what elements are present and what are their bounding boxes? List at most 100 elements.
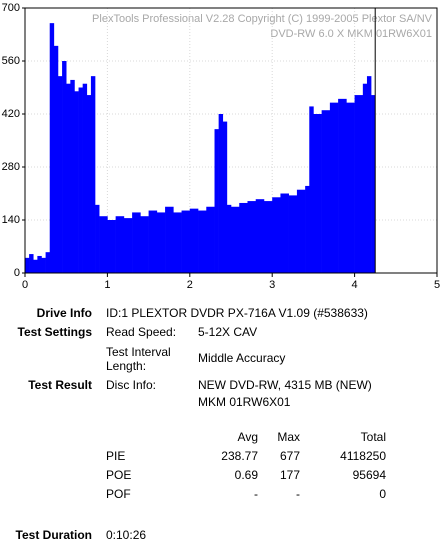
bar: [280, 193, 289, 273]
bar: [354, 95, 364, 273]
value: 0:10:26: [106, 528, 147, 542]
bar: [82, 83, 88, 273]
x-tick-label: 3: [269, 279, 275, 291]
value: NEW DVD-RW, 4315 MB (NEW): [198, 378, 372, 392]
watermark: PlexTools Professional V2.28 Copyright (…: [92, 13, 433, 25]
stat-value: 177: [279, 468, 300, 482]
bar: [371, 95, 376, 273]
bar: [156, 212, 166, 273]
bar: [272, 197, 281, 273]
key: Read Speed:: [106, 325, 177, 339]
y-tick-label: 0: [14, 267, 20, 279]
col-header: Avg: [237, 430, 258, 444]
value: ID:1 PLEXTOR DVDR PX-716A V1.09 (#538633…: [106, 306, 368, 320]
plot-border: [24, 7, 438, 274]
bar: [222, 121, 228, 273]
bar: [107, 220, 116, 273]
x-tick-label: 4: [352, 279, 358, 291]
bar: [198, 210, 207, 273]
bar: [288, 195, 298, 273]
bar: [366, 76, 372, 274]
stat-name: POF: [106, 487, 131, 501]
bar: [296, 189, 306, 273]
bar: [33, 259, 38, 273]
label: Test Duration: [15, 528, 92, 542]
col-header: Total: [360, 430, 386, 444]
key: Test Interval Length:: [106, 345, 171, 373]
stat-value: 238.77: [221, 449, 258, 463]
bar: [86, 95, 92, 273]
bar: [247, 201, 257, 273]
bar: [115, 216, 125, 273]
bar: [53, 45, 59, 273]
bar: [346, 102, 355, 274]
label: Drive Info: [36, 306, 92, 320]
y-tick-label: 700: [2, 2, 20, 14]
y-tick-label: 140: [2, 214, 20, 226]
bar: [41, 257, 46, 273]
bar: [74, 91, 79, 274]
stat-value: 0.69: [234, 468, 258, 482]
col-header: Max: [277, 430, 300, 444]
bar: [148, 210, 158, 273]
bar: [165, 206, 174, 273]
bar: [25, 257, 30, 273]
value: MKM 01RW6X01: [198, 395, 291, 409]
bar: [218, 114, 224, 273]
bar: [37, 255, 42, 273]
bar: [255, 199, 265, 273]
bar: [95, 204, 100, 273]
bar: [99, 216, 108, 273]
stat-value: -: [254, 487, 258, 501]
bar: [66, 83, 71, 273]
key: Disc Info:: [106, 378, 157, 392]
bar: [123, 218, 133, 273]
bar: [239, 202, 248, 273]
bar: [329, 102, 339, 274]
bar: [132, 212, 141, 273]
bar: [313, 114, 322, 273]
bar: [231, 206, 240, 273]
bar: [226, 204, 232, 273]
label: Test Result: [28, 378, 92, 392]
x-tick-label: 2: [187, 279, 193, 291]
value: 5-12X CAV: [198, 325, 258, 339]
x-tick-label: 5: [434, 279, 440, 291]
bar: [338, 98, 347, 273]
label: Test Settings: [17, 325, 92, 339]
bar: [90, 76, 96, 274]
bar: [309, 106, 314, 273]
bar: [45, 252, 51, 273]
bar: [140, 216, 149, 273]
bar: [263, 201, 273, 273]
bar: [57, 76, 63, 274]
bar: [78, 87, 83, 273]
bar: [181, 210, 191, 273]
stat-value: -: [296, 487, 300, 501]
bar: [49, 23, 55, 274]
stat-value: 95694: [352, 468, 386, 482]
bar: [29, 254, 34, 273]
bar: [362, 83, 368, 273]
stat-name: PIE: [106, 449, 126, 463]
watermark: DVD-RW 6.0 X MKM 01RW6X01: [270, 28, 432, 40]
stat-value: 677: [279, 449, 300, 463]
bar: [214, 129, 219, 273]
stat-value: 0: [379, 487, 386, 501]
bar: [173, 212, 182, 273]
y-tick-label: 420: [2, 108, 20, 120]
value: Middle Accuracy: [198, 351, 286, 365]
x-tick-label: 0: [22, 279, 28, 291]
y-tick-label: 280: [2, 161, 20, 173]
chart: PlexTools Professional V2.28 Copyright (…: [2, 2, 440, 291]
stat-value: 4118250: [340, 449, 386, 463]
bar: [321, 110, 331, 273]
bar: [305, 185, 310, 273]
bar: [206, 206, 215, 273]
bar: [189, 208, 199, 273]
stat-name: POE: [106, 468, 132, 482]
y-tick-label: 560: [2, 55, 20, 67]
bar: [70, 79, 75, 273]
x-tick-label: 1: [104, 279, 110, 291]
